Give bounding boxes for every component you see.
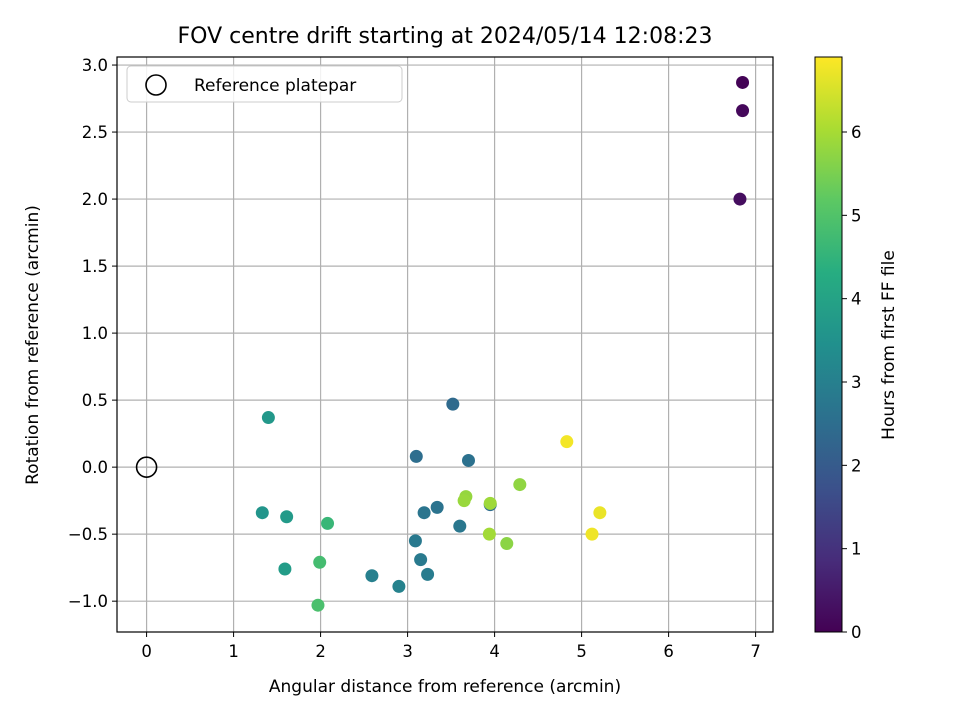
x-axis-ticks: 0 1 2 3 4 5 6 7 <box>141 632 761 661</box>
scatter-point <box>311 598 325 612</box>
x-tick-label: 2 <box>315 642 326 661</box>
x-tick-label: 5 <box>576 642 587 661</box>
x-tick-label: 7 <box>750 642 761 661</box>
plot-frame <box>116 56 774 633</box>
x-axis-label: Angular distance from reference (arcmin) <box>269 677 621 697</box>
scatter-point <box>321 516 335 530</box>
scatter-point <box>280 510 294 524</box>
x-tick-label: 6 <box>663 642 674 661</box>
colorbar-ticks: 0 1 2 3 4 5 6 <box>842 123 862 642</box>
scatter-point <box>408 534 422 548</box>
scatter-point <box>392 579 406 593</box>
scatter-point <box>733 192 747 206</box>
scatter-point <box>513 478 527 492</box>
y-tick-label: −1.0 <box>68 592 108 611</box>
legend: Reference platepar <box>126 65 403 103</box>
scatter-point <box>483 496 497 510</box>
scatter-point <box>560 435 574 449</box>
y-tick-label: 1.5 <box>82 257 108 276</box>
x-tick-label: 0 <box>141 642 152 661</box>
scatter-point <box>457 494 471 508</box>
scatter-point <box>585 527 599 541</box>
scatter-point <box>482 527 496 541</box>
scatter-point <box>593 506 607 520</box>
scatter-point <box>313 555 327 569</box>
scatter-point <box>453 519 467 533</box>
grid-lines <box>117 57 773 632</box>
legend-label-reference-platepar: Reference platepar <box>194 76 356 96</box>
y-tick-label: −0.5 <box>68 525 108 544</box>
scatter-point <box>261 411 275 425</box>
scatter-point <box>736 75 750 89</box>
scatter-point <box>421 567 435 581</box>
data-points <box>255 75 750 612</box>
colorbar-label: Hours from first FF file <box>879 250 899 440</box>
x-tick-label: 1 <box>228 642 239 661</box>
scatter-point <box>278 562 292 576</box>
y-tick-label: 0.0 <box>82 458 108 477</box>
colorbar <box>814 56 843 633</box>
scatter-point <box>446 397 460 411</box>
reference-platepar-marker <box>135 456 158 478</box>
colorbar-tick-label: 2 <box>851 456 862 475</box>
scatter-point <box>414 553 428 567</box>
colorbar-tick-label: 6 <box>851 123 862 142</box>
y-axis-label: Rotation from reference (arcmin) <box>23 205 43 485</box>
scatter-point <box>409 449 423 463</box>
colorbar-tick-label: 1 <box>851 540 862 559</box>
scatter-point <box>417 506 431 520</box>
colorbar-tick-label: 5 <box>851 206 862 225</box>
legend-open-circle-icon <box>145 74 167 96</box>
y-tick-label: 2.0 <box>82 190 108 209</box>
scatter-point <box>255 506 269 520</box>
colorbar-tick-label: 0 <box>851 623 862 642</box>
scatter-point <box>461 453 475 467</box>
chart-title: FOV centre drift starting at 2024/05/14 … <box>178 24 713 49</box>
legend-box <box>126 65 403 103</box>
x-tick-label: 3 <box>402 642 413 661</box>
y-tick-label: 1.0 <box>82 324 108 343</box>
colorbar-tick-label: 4 <box>851 290 862 309</box>
scatter-point <box>365 569 379 583</box>
y-tick-label: 3.0 <box>82 56 108 75</box>
scatter-point <box>430 500 444 514</box>
y-axis-ticks: −1.0 −0.5 0.0 0.5 1.0 1.5 2.0 2.5 3.0 <box>68 56 117 611</box>
scatter-point <box>500 537 514 551</box>
y-tick-label: 2.5 <box>82 123 108 142</box>
y-tick-label: 0.5 <box>82 391 108 410</box>
colorbar-tick-label: 3 <box>851 373 862 392</box>
scatter-point <box>736 104 750 118</box>
x-tick-label: 4 <box>489 642 500 661</box>
